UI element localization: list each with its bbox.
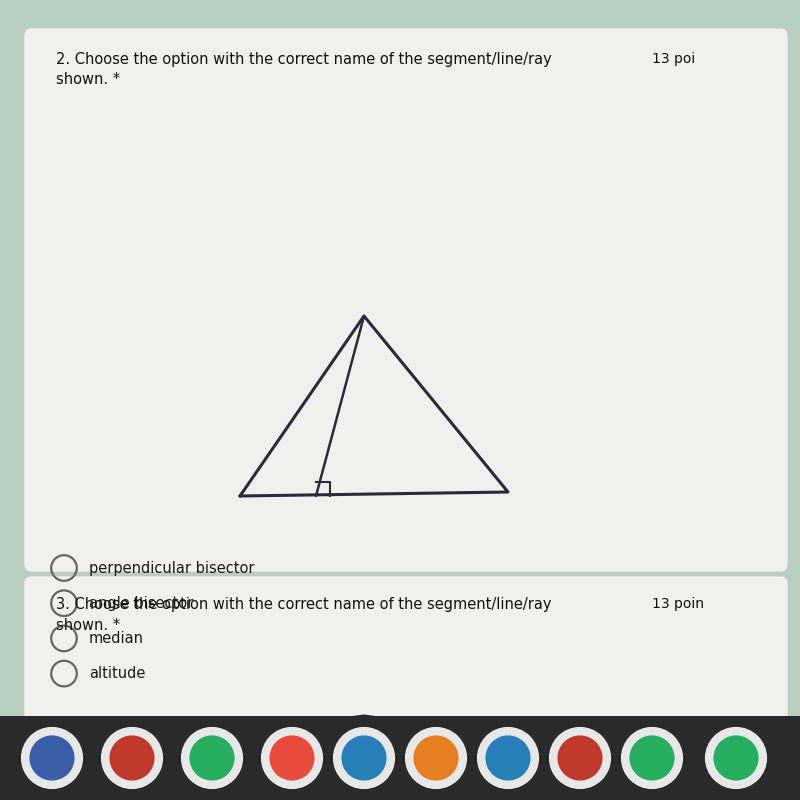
Circle shape bbox=[714, 736, 758, 780]
Text: perpendicular bisector: perpendicular bisector bbox=[89, 561, 254, 575]
Text: shown. *: shown. * bbox=[56, 72, 120, 87]
Circle shape bbox=[262, 728, 322, 789]
Circle shape bbox=[22, 728, 82, 789]
Circle shape bbox=[486, 736, 530, 780]
Circle shape bbox=[270, 736, 314, 780]
Text: angle bisector: angle bisector bbox=[89, 596, 193, 610]
Text: 3. Choose the option with the correct name of the segment/line/ray: 3. Choose the option with the correct na… bbox=[56, 597, 551, 612]
Circle shape bbox=[550, 728, 610, 789]
Circle shape bbox=[30, 736, 74, 780]
Circle shape bbox=[414, 736, 458, 780]
FancyBboxPatch shape bbox=[24, 576, 788, 732]
Text: shown. *: shown. * bbox=[56, 618, 120, 633]
Text: 13 poi: 13 poi bbox=[652, 52, 695, 66]
FancyBboxPatch shape bbox=[24, 28, 788, 572]
Circle shape bbox=[630, 736, 674, 780]
Text: median: median bbox=[89, 631, 144, 646]
Circle shape bbox=[622, 728, 682, 789]
Circle shape bbox=[102, 728, 162, 789]
Circle shape bbox=[190, 736, 234, 780]
Text: 13 poin: 13 poin bbox=[652, 597, 704, 611]
Circle shape bbox=[342, 736, 386, 780]
Circle shape bbox=[478, 728, 538, 789]
Text: altitude: altitude bbox=[89, 666, 145, 681]
Bar bbox=[0, 716, 800, 800]
Text: 2. Choose the option with the correct name of the segment/line/ray: 2. Choose the option with the correct na… bbox=[56, 52, 552, 67]
Circle shape bbox=[706, 728, 766, 789]
Circle shape bbox=[182, 728, 242, 789]
Circle shape bbox=[334, 728, 394, 789]
Circle shape bbox=[406, 728, 466, 789]
Circle shape bbox=[558, 736, 602, 780]
Circle shape bbox=[110, 736, 154, 780]
